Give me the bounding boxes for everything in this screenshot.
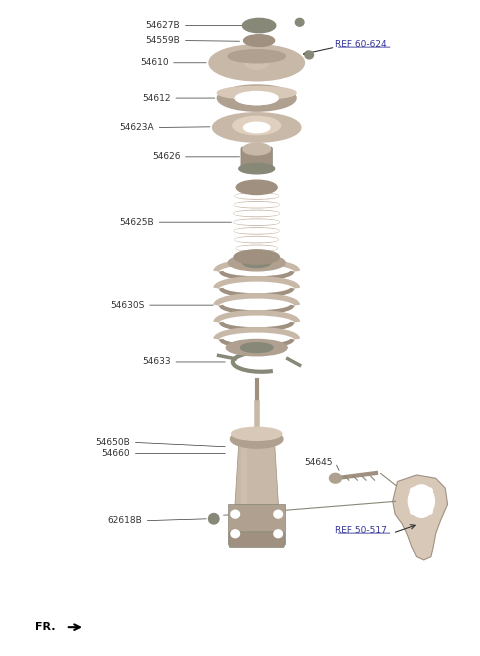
Ellipse shape: [235, 203, 278, 207]
Ellipse shape: [237, 246, 277, 251]
Ellipse shape: [213, 113, 301, 142]
Ellipse shape: [239, 163, 275, 174]
Text: REF 50-517: REF 50-517: [336, 526, 387, 535]
Ellipse shape: [245, 56, 269, 70]
Polygon shape: [393, 475, 447, 560]
FancyBboxPatch shape: [229, 532, 284, 548]
Ellipse shape: [329, 474, 341, 483]
Ellipse shape: [235, 193, 278, 199]
Ellipse shape: [243, 143, 271, 155]
FancyBboxPatch shape: [241, 147, 273, 171]
Ellipse shape: [235, 228, 279, 234]
Ellipse shape: [235, 92, 278, 104]
Ellipse shape: [274, 530, 282, 538]
Polygon shape: [241, 442, 247, 504]
Text: 54610: 54610: [140, 58, 168, 68]
Ellipse shape: [236, 194, 278, 198]
Text: 54627B: 54627B: [146, 21, 180, 30]
Ellipse shape: [230, 430, 283, 448]
Ellipse shape: [236, 245, 277, 251]
Ellipse shape: [427, 508, 432, 514]
Text: 54625B: 54625B: [120, 218, 154, 227]
Text: 54623A: 54623A: [120, 123, 154, 132]
Ellipse shape: [237, 185, 277, 190]
Ellipse shape: [234, 219, 279, 225]
Ellipse shape: [295, 18, 304, 26]
Ellipse shape: [228, 255, 285, 271]
Ellipse shape: [235, 220, 279, 224]
Ellipse shape: [235, 201, 279, 208]
Ellipse shape: [243, 35, 275, 47]
Text: 62618B: 62618B: [108, 516, 142, 525]
Ellipse shape: [305, 51, 313, 59]
Ellipse shape: [238, 255, 276, 259]
Ellipse shape: [408, 485, 434, 518]
Ellipse shape: [235, 237, 278, 243]
Ellipse shape: [231, 510, 240, 518]
Ellipse shape: [243, 122, 270, 133]
Ellipse shape: [274, 510, 282, 518]
Ellipse shape: [242, 18, 276, 33]
Ellipse shape: [238, 254, 276, 260]
Ellipse shape: [209, 45, 304, 81]
Ellipse shape: [236, 237, 278, 242]
Text: 54626: 54626: [152, 152, 180, 161]
Polygon shape: [235, 442, 278, 504]
Ellipse shape: [226, 339, 287, 356]
Ellipse shape: [231, 530, 240, 538]
Text: FR.: FR.: [35, 622, 55, 632]
Ellipse shape: [232, 427, 282, 440]
Text: 54612: 54612: [142, 94, 171, 102]
Text: 54633: 54633: [142, 358, 171, 367]
Ellipse shape: [228, 50, 285, 63]
Ellipse shape: [235, 92, 278, 104]
Ellipse shape: [236, 180, 277, 195]
Polygon shape: [228, 504, 285, 544]
Ellipse shape: [410, 508, 416, 514]
Ellipse shape: [242, 258, 271, 268]
Ellipse shape: [427, 487, 432, 494]
Text: 54645: 54645: [304, 458, 333, 467]
Text: 54630S: 54630S: [110, 300, 144, 310]
Ellipse shape: [240, 342, 273, 352]
Ellipse shape: [208, 514, 219, 524]
Ellipse shape: [234, 250, 279, 264]
Ellipse shape: [410, 487, 416, 494]
Ellipse shape: [235, 211, 279, 216]
Ellipse shape: [236, 184, 277, 190]
Text: 54650B: 54650B: [96, 438, 130, 447]
Ellipse shape: [234, 211, 279, 216]
Text: 54660: 54660: [102, 449, 130, 458]
Ellipse shape: [233, 116, 281, 134]
Text: 54559B: 54559B: [145, 36, 180, 45]
Ellipse shape: [217, 85, 296, 111]
Text: REF 60-624: REF 60-624: [336, 40, 387, 49]
Ellipse shape: [217, 87, 296, 99]
Ellipse shape: [235, 229, 278, 233]
